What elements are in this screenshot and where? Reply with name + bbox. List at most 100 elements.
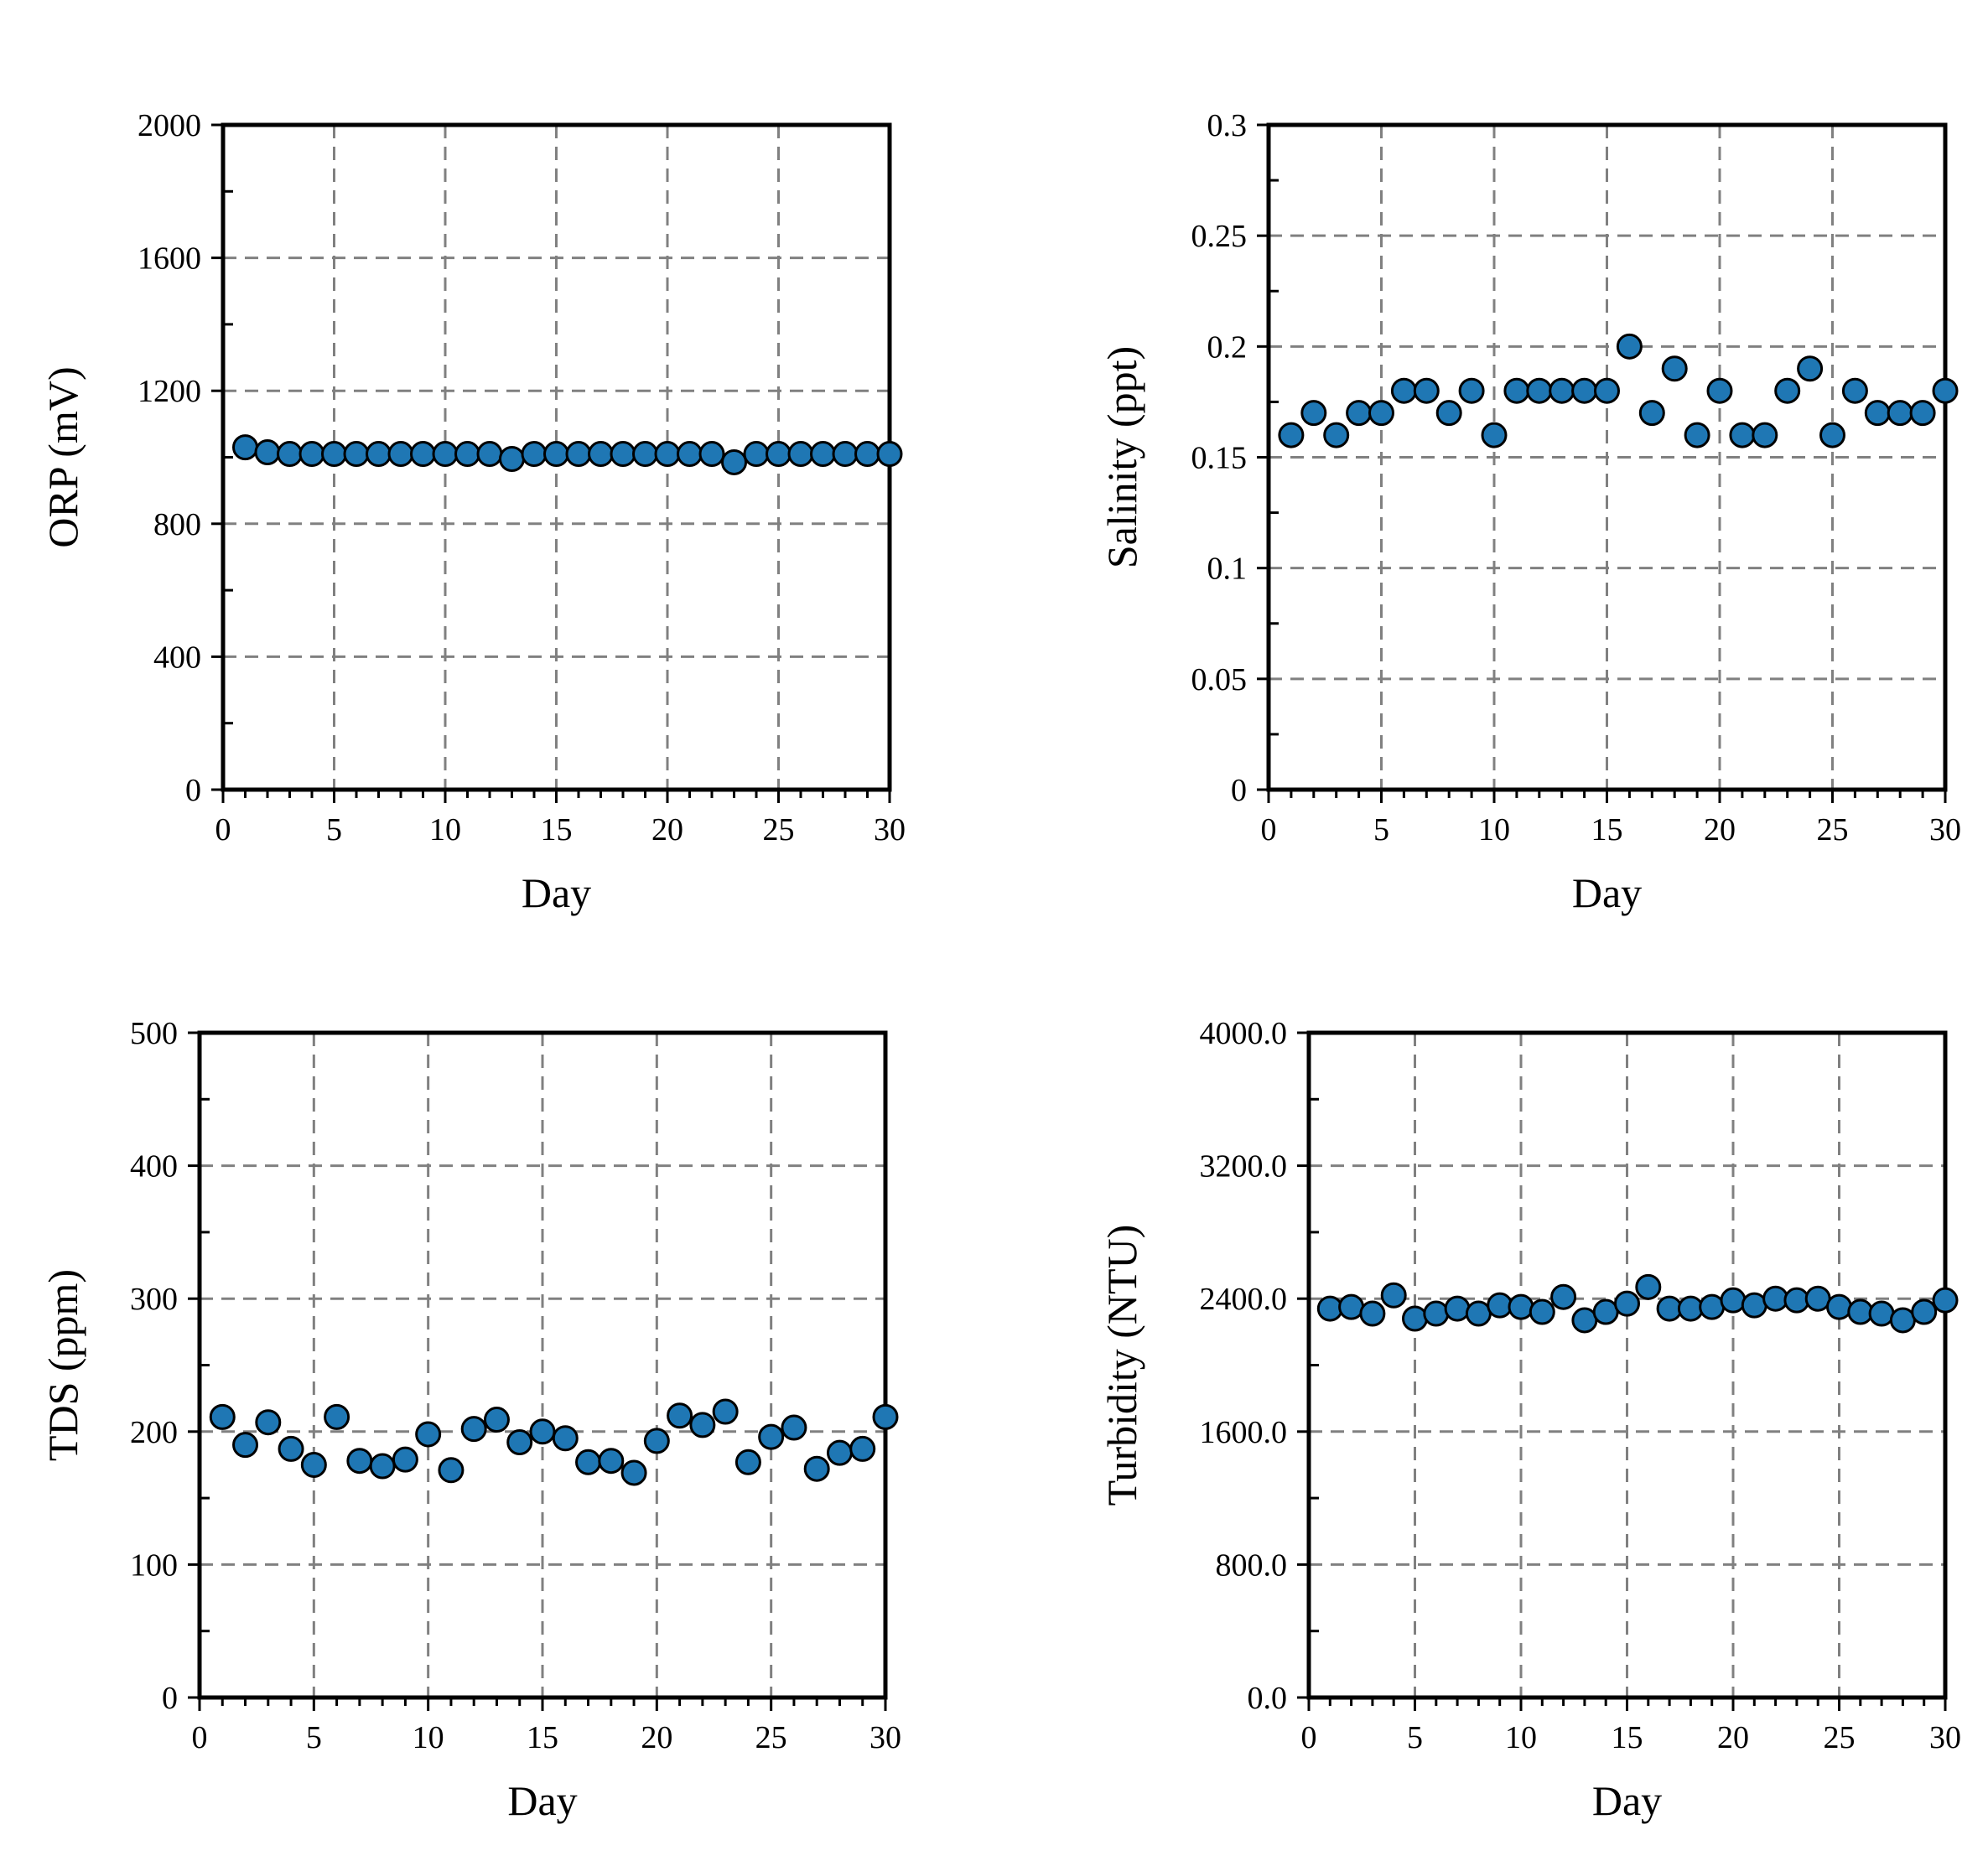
tds-data-point bbox=[758, 1423, 785, 1450]
salinity-xtick-label: 30 bbox=[1929, 812, 1961, 847]
orp-data-point bbox=[499, 445, 525, 472]
orp-xtick-label: 30 bbox=[874, 812, 906, 847]
turbidity-data-point bbox=[1465, 1300, 1492, 1327]
tds-data-point bbox=[643, 1428, 670, 1454]
tds-data-point bbox=[346, 1448, 373, 1475]
salinity-data-point bbox=[1346, 400, 1373, 427]
tds-xtick-label: 25 bbox=[755, 1720, 787, 1755]
salinity-data-point bbox=[1594, 377, 1620, 404]
turbidity-data-point bbox=[1889, 1307, 1916, 1334]
tds-data-point bbox=[209, 1403, 236, 1430]
orp-xtick-label: 15 bbox=[541, 812, 573, 847]
tds-data-point bbox=[483, 1407, 510, 1433]
turbidity-y-axis-label: Turbidity (NTU) bbox=[1098, 1225, 1145, 1506]
orp-xtick-label: 0 bbox=[215, 812, 231, 847]
turbidity-data-point bbox=[1635, 1273, 1662, 1300]
orp-data-point bbox=[810, 441, 836, 468]
orp-data-point bbox=[677, 441, 703, 468]
orp-data-point bbox=[876, 441, 903, 468]
tds-data-point bbox=[803, 1455, 830, 1482]
orp-data-point bbox=[432, 441, 459, 468]
tds-x-axis-label: Day bbox=[507, 1777, 577, 1824]
turbidity-ytick-label: 4000.0 bbox=[1200, 1016, 1288, 1051]
orp-xtick-label: 20 bbox=[651, 812, 683, 847]
orp-data-point bbox=[343, 441, 370, 468]
salinity-data-point bbox=[1661, 355, 1688, 382]
tds-data-point bbox=[392, 1446, 418, 1473]
salinity-ytick-label: 0.3 bbox=[1207, 108, 1248, 143]
salinity-ytick-label: 0.05 bbox=[1191, 662, 1248, 697]
orp-data-point bbox=[787, 441, 814, 468]
salinity-data-point bbox=[1368, 400, 1394, 427]
orp-data-point bbox=[565, 441, 592, 468]
salinity-data-point bbox=[1752, 422, 1778, 448]
tds-xtick-label: 5 bbox=[306, 1720, 322, 1755]
tds-data-point bbox=[232, 1432, 259, 1459]
tds-data-point bbox=[689, 1412, 716, 1438]
salinity-data-point bbox=[1435, 400, 1462, 427]
salinity-data-point bbox=[1638, 400, 1665, 427]
tds-data-point bbox=[324, 1403, 350, 1430]
turbidity-data-point bbox=[1720, 1287, 1747, 1314]
turbidity-data-point bbox=[1380, 1282, 1407, 1309]
orp-chart: 0 5 10 15 20 25 30 0 400 800 1200 1600 2000 Day ORP (m… bbox=[39, 108, 906, 916]
orp-data-point bbox=[277, 441, 303, 468]
turbidity-data-point bbox=[1932, 1287, 1959, 1314]
turbidity-data-point bbox=[1423, 1300, 1450, 1327]
orp-ytick-label: 0 bbox=[185, 773, 201, 808]
salinity-data-point bbox=[1819, 422, 1845, 448]
salinity-data-point bbox=[1526, 377, 1553, 404]
tds-data-point bbox=[506, 1428, 533, 1455]
tds-data-point bbox=[369, 1453, 396, 1480]
orp-data-point bbox=[698, 441, 725, 468]
orp-data-point bbox=[410, 441, 436, 468]
salinity-data-point bbox=[1841, 377, 1868, 404]
salinity-xtick-label: 10 bbox=[1478, 812, 1510, 847]
tds-data-point bbox=[849, 1435, 876, 1462]
turbidity-data-point bbox=[1316, 1295, 1343, 1322]
orp-data-point bbox=[854, 441, 880, 468]
orp-data-point bbox=[321, 441, 347, 468]
turbidity-ytick-label: 0.0 bbox=[1248, 1681, 1288, 1716]
tds-data-point bbox=[255, 1409, 282, 1436]
orp-data-point bbox=[387, 441, 414, 468]
turbidity-data-point bbox=[1847, 1298, 1874, 1325]
orp-xtick-label: 25 bbox=[763, 812, 795, 847]
turbidity-data-point bbox=[1487, 1292, 1513, 1319]
salinity-ytick-label: 0.25 bbox=[1191, 219, 1248, 254]
salinity-x-axis-label: Day bbox=[1572, 869, 1642, 916]
turbidity-data-point bbox=[1783, 1287, 1810, 1314]
salinity-data-point bbox=[1413, 377, 1440, 404]
orp-data-point bbox=[232, 434, 258, 461]
salinity-data-point bbox=[1458, 377, 1485, 404]
orp-data-point bbox=[254, 439, 281, 466]
tds-ytick-label: 100 bbox=[130, 1547, 178, 1583]
turbidity-ytick-label: 800.0 bbox=[1216, 1547, 1288, 1583]
tds-xtick-label: 15 bbox=[527, 1720, 558, 1755]
orp-data-point bbox=[366, 441, 392, 468]
orp-ytick-label: 800 bbox=[153, 507, 201, 542]
orp-data-point bbox=[588, 441, 614, 468]
orp-data-point bbox=[298, 441, 325, 468]
salinity-xtick-label: 5 bbox=[1373, 812, 1389, 847]
orp-data-point bbox=[832, 441, 859, 468]
turbidity-data-point bbox=[1614, 1290, 1640, 1317]
salinity-xtick-label: 0 bbox=[1261, 812, 1277, 847]
tds-ytick-label: 400 bbox=[130, 1149, 178, 1184]
turbidity-ytick-label: 2400.0 bbox=[1200, 1282, 1288, 1317]
orp-ytick-label: 1600 bbox=[138, 241, 201, 277]
tds-ytick-label: 300 bbox=[130, 1282, 178, 1317]
turbidity-data-point bbox=[1762, 1285, 1789, 1312]
turbidity-data-point bbox=[1402, 1305, 1428, 1332]
salinity-xtick-label: 20 bbox=[1704, 812, 1736, 847]
turbidity-ytick-label: 3200.0 bbox=[1200, 1149, 1288, 1184]
salinity-data-point bbox=[1390, 377, 1417, 404]
tds-data-point bbox=[415, 1421, 442, 1448]
turbidity-data-point bbox=[1529, 1298, 1555, 1325]
turbidity-xtick-label: 10 bbox=[1505, 1720, 1537, 1755]
salinity-y-axis-label: Salinity (ppt) bbox=[1098, 346, 1145, 568]
orp-data-point bbox=[521, 441, 548, 468]
orp-data-point bbox=[543, 441, 569, 468]
